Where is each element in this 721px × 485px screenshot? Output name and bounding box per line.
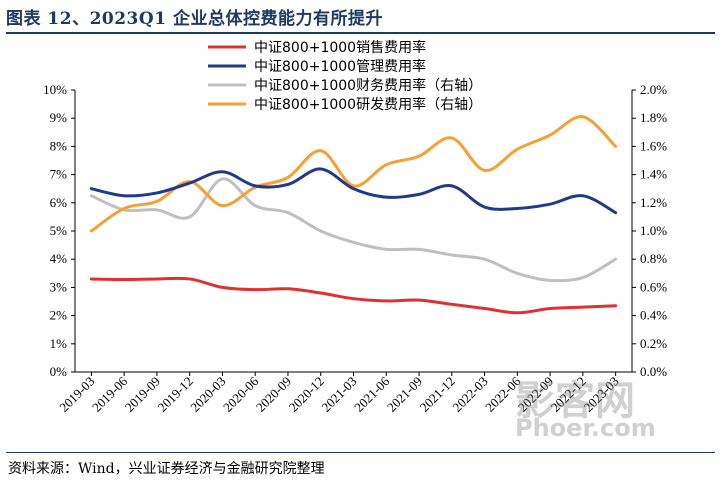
right-tick-label: 1.0%: [640, 223, 667, 238]
right-tick-label: 0.2%: [640, 336, 667, 351]
left-tick-label: 0%: [50, 364, 68, 379]
chart-axes: [71, 89, 636, 376]
x-tick-label: 2021-09: [384, 374, 425, 415]
x-tick-label: 2021-03: [318, 374, 359, 415]
x-tick-label: 2019-12: [155, 374, 196, 415]
right-tick-label: 1.8%: [640, 110, 667, 125]
right-tick-label: 0.0%: [640, 364, 667, 379]
x-tick-label: 2020-09: [253, 374, 294, 415]
series-line-0: [89, 276, 618, 315]
x-tick-label: 2020-06: [220, 373, 262, 415]
left-tick-label: 9%: [50, 110, 68, 125]
left-tick-label: 2%: [50, 308, 68, 323]
watermark-logo: 影客网: [515, 378, 635, 424]
source-divider: [6, 452, 715, 453]
x-tick-label: 2021-06: [351, 373, 393, 415]
right-tick-label: 1.6%: [640, 138, 667, 153]
chart-title: 图表 12、2023Q1 企业总体控费能力有所提升: [6, 9, 383, 29]
right-tick-label: 0.8%: [640, 251, 667, 266]
title-divider: [6, 32, 715, 34]
x-tick-label: 2021-12: [417, 374, 458, 415]
right-tick-label: 1.4%: [640, 167, 667, 182]
x-tick-label: 2019-03: [56, 374, 97, 415]
x-tick-label: 2020-12: [286, 374, 327, 415]
x-tick-label: 2019-09: [122, 374, 163, 415]
right-tick-label: 0.6%: [640, 279, 667, 294]
left-tick-label: 1%: [50, 336, 68, 351]
right-tick-label: 0.4%: [640, 308, 667, 323]
chart-series-lines: [89, 115, 618, 315]
right-tick-label: 2.0%: [640, 82, 667, 97]
chart-legend: 中证800+1000销售费用率中证800+1000管理费用率中证800+1000…: [208, 39, 482, 113]
legend-label: 中证800+1000管理费用率: [254, 58, 426, 75]
left-tick-label: 7%: [50, 167, 68, 182]
series-line-2: [89, 177, 618, 283]
left-tick-label: 3%: [50, 279, 68, 294]
x-tick-label: 2019-06: [89, 373, 131, 415]
x-tick-label: 2022-03: [449, 374, 490, 415]
watermark-url: Phoer.com: [515, 414, 656, 442]
x-tick-label: 2020-03: [187, 374, 228, 415]
left-tick-label: 6%: [50, 195, 68, 210]
legend-label: 中证800+1000销售费用率: [254, 39, 426, 56]
chart-tick-labels: 0% 1% 2% 3% 4% 5% 6% 7% 8% 9% 10% 0.0% 0.2% 0.4% 0.6% 0…: [43, 82, 667, 415]
left-tick-label: 5%: [50, 223, 68, 238]
series-line-1: [89, 167, 618, 215]
left-tick-label: 10%: [43, 82, 67, 97]
source-note: 资料来源：Wind，兴业证券经济与金融研究院整理: [8, 461, 325, 477]
left-tick-label: 4%: [50, 251, 68, 266]
right-tick-label: 1.2%: [640, 195, 667, 210]
left-tick-label: 8%: [50, 138, 68, 153]
legend-label: 中证800+1000研发费用率（右轴）: [254, 96, 482, 113]
legend-label: 中证800+1000财务费用率（右轴）: [254, 77, 482, 94]
